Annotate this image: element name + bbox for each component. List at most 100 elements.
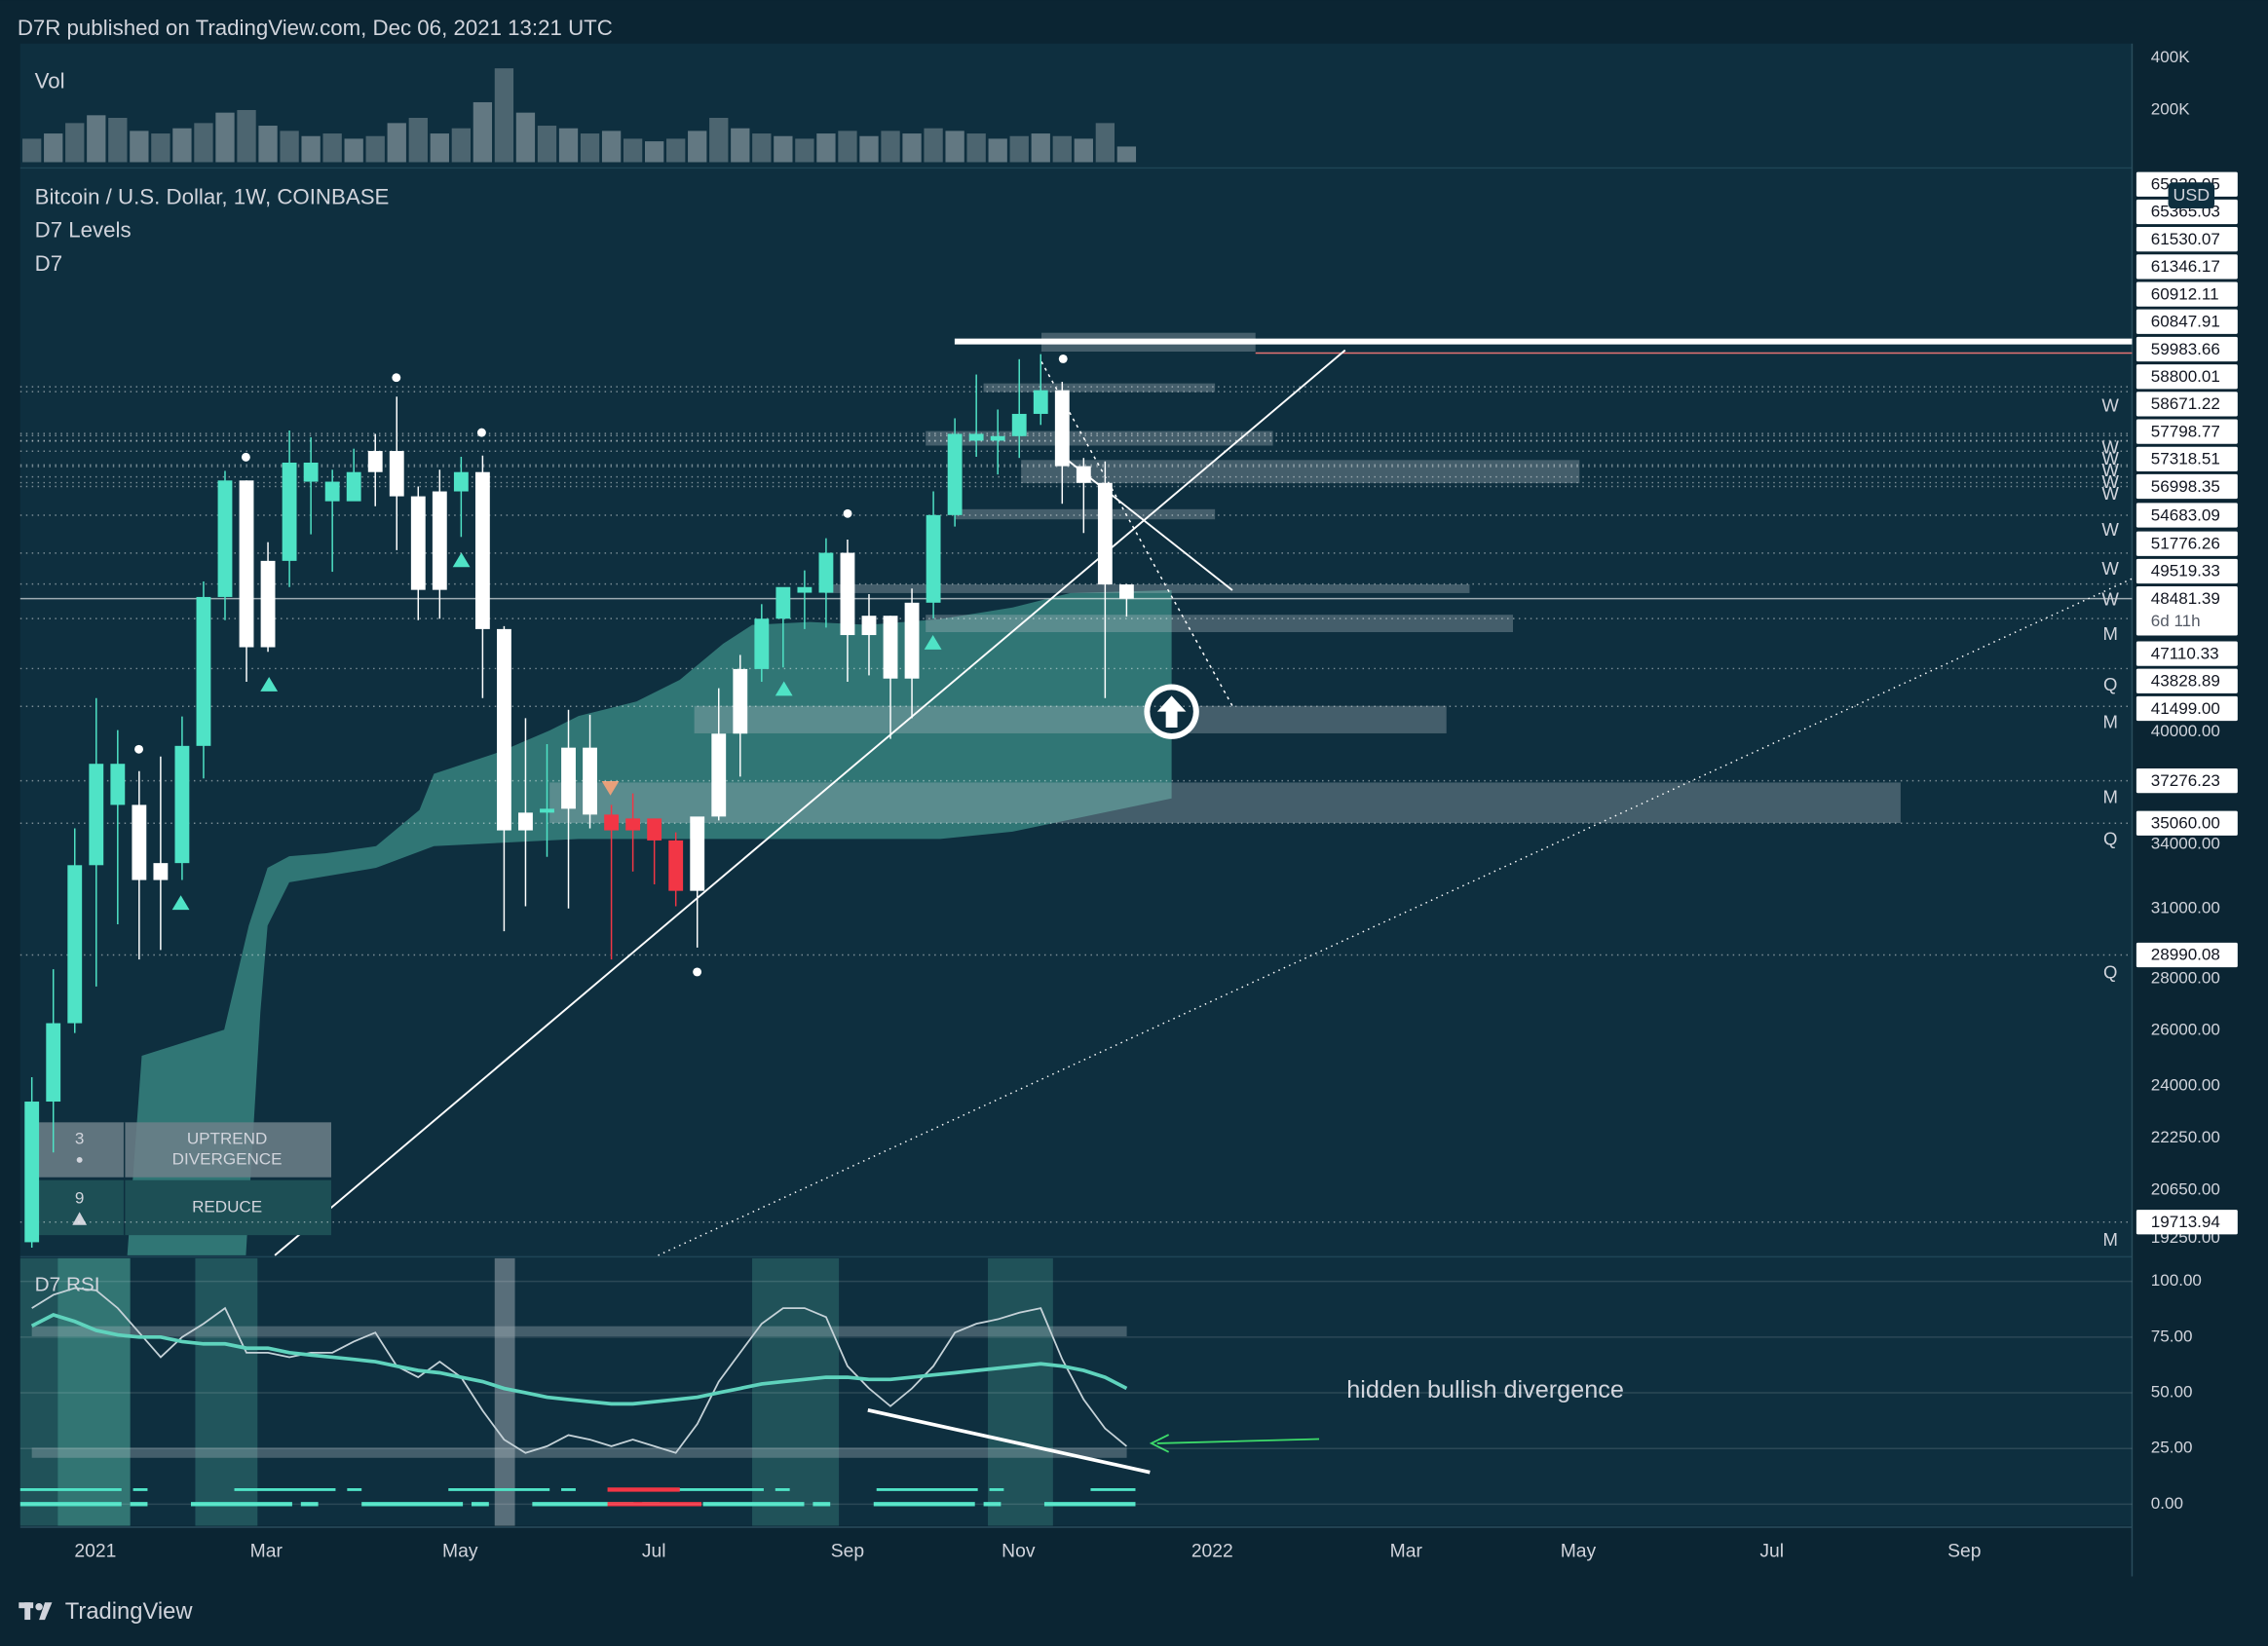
volume-bar xyxy=(130,131,149,163)
price-label: 59983.66 xyxy=(2151,340,2220,358)
price-label: 51776.26 xyxy=(2151,535,2220,553)
y-tick-label: 28000.00 xyxy=(2151,969,2220,988)
volume-bar xyxy=(65,123,85,163)
price-label-box xyxy=(2136,227,2238,252)
candle-body xyxy=(282,462,297,561)
price-label: 57318.51 xyxy=(2151,450,2220,468)
x-tick-label: Jul xyxy=(642,1541,666,1561)
countdown: 6d 11h xyxy=(2151,612,2201,630)
price-label: 60847.91 xyxy=(2151,313,2220,331)
x-tick-label: May xyxy=(442,1541,478,1561)
price-label-box xyxy=(2136,558,2238,584)
price-label-box xyxy=(2136,392,2238,417)
level-tag: M xyxy=(2102,711,2117,731)
candle-body xyxy=(947,433,963,515)
last-price-label: 48481.39 xyxy=(2151,589,2220,608)
y-tick-label: 24000.00 xyxy=(2151,1075,2220,1094)
y-tick-label: 31000.00 xyxy=(2151,898,2220,917)
volume-bar xyxy=(1009,135,1029,163)
volume-bar xyxy=(859,135,879,163)
level-tag: M xyxy=(2102,623,2117,644)
volume-bar xyxy=(258,126,278,163)
volume-bar xyxy=(709,118,729,163)
volume-title: Vol xyxy=(35,69,65,94)
x-tick-label: Jul xyxy=(1759,1541,1784,1561)
volume-bar xyxy=(945,131,964,163)
candle-body xyxy=(818,552,834,593)
candle-body xyxy=(89,764,104,866)
candle-body xyxy=(775,586,791,619)
candle-body xyxy=(540,808,554,813)
volume-tick-label: 200K xyxy=(2151,99,2190,118)
x-tick-label: Mar xyxy=(250,1541,284,1561)
candle-body xyxy=(904,602,920,679)
volume-bar xyxy=(688,131,707,163)
rsi-tick-label: 50.00 xyxy=(2151,1383,2193,1402)
price-label-box xyxy=(2136,309,2238,334)
volume-bar xyxy=(108,118,128,163)
pivot-dots xyxy=(134,354,1068,977)
table-icon xyxy=(72,1212,88,1225)
x-tick-label: Sep xyxy=(831,1541,864,1561)
symbol-title: Bitcoin / U.S. Dollar, 1W, COINBASE xyxy=(35,185,390,209)
y-tick-label: 22250.00 xyxy=(2151,1128,2220,1146)
price-label: 37276.23 xyxy=(2151,771,2220,790)
rsi-tick-label: 100.00 xyxy=(2151,1271,2202,1290)
table-count: 9 xyxy=(75,1189,85,1208)
volume-bar xyxy=(344,138,363,163)
level-tag: W xyxy=(2101,519,2119,540)
price-label-box xyxy=(2136,419,2238,444)
price-label-box xyxy=(2136,281,2238,307)
y-tick-label: 34000.00 xyxy=(2151,835,2220,853)
level-tag: W xyxy=(2101,460,2119,480)
price-label: 61530.07 xyxy=(2151,230,2220,248)
price-label: 61346.17 xyxy=(2151,257,2220,276)
volume-bar xyxy=(774,135,793,163)
volume-bar xyxy=(280,131,299,163)
candle-body xyxy=(647,818,662,841)
volume-bar xyxy=(1095,123,1115,163)
table-signal: UPTREND xyxy=(187,1130,267,1148)
signal-triangles xyxy=(171,552,942,911)
price-label: 41499.00 xyxy=(2151,699,2220,718)
candle-body xyxy=(1076,466,1091,483)
candle-body xyxy=(1033,390,1048,414)
candle-body xyxy=(432,491,447,590)
candle-body xyxy=(217,480,233,597)
candle-body xyxy=(196,596,211,746)
table-signal: DIVERGENCE xyxy=(172,1149,283,1168)
pointer-arrow xyxy=(1156,1438,1320,1444)
price-label-box xyxy=(2136,942,2238,968)
cloud xyxy=(127,589,1172,1255)
candle-body xyxy=(153,863,169,880)
candle-body xyxy=(24,1102,40,1243)
candle-body xyxy=(883,616,898,679)
rsi-title: D7 RSI xyxy=(35,1274,100,1296)
volume-bar xyxy=(387,123,406,163)
volume-bar xyxy=(408,118,428,163)
volume-bar xyxy=(1031,133,1050,163)
indicator-name: D7 Levels xyxy=(35,218,132,243)
level-tag: W xyxy=(2101,436,2119,457)
candle-body xyxy=(174,745,190,864)
price-label-box xyxy=(2136,641,2238,666)
volume-bar xyxy=(924,128,943,163)
currency: USD xyxy=(2174,185,2211,205)
volume-bar xyxy=(881,131,900,163)
volume-bar xyxy=(623,138,643,163)
indicator-name: D7 xyxy=(35,251,62,276)
candle-body xyxy=(389,451,404,497)
volume-bar xyxy=(601,131,622,163)
volume-bar xyxy=(215,112,235,163)
volume-bar xyxy=(22,138,42,163)
candle-body xyxy=(260,560,276,648)
volume-bar xyxy=(838,131,857,163)
candle-body xyxy=(733,668,748,734)
x-tick-label: Mar xyxy=(1390,1541,1423,1561)
price-label-box xyxy=(2136,531,2238,556)
signal-triangle xyxy=(601,780,620,796)
x-tick-label: May xyxy=(1561,1541,1597,1561)
level-tag: W xyxy=(2101,394,2119,415)
candle-body xyxy=(1054,390,1070,467)
